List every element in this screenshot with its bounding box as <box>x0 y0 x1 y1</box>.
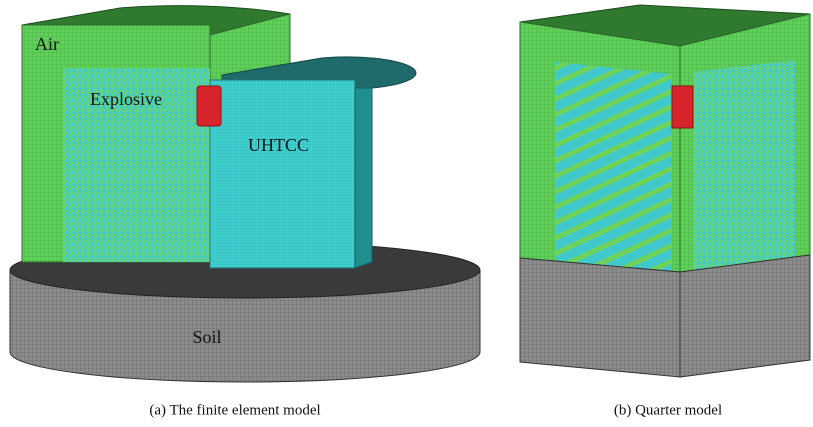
label-uhtcc: UHTCC <box>248 135 309 155</box>
soil-left <box>520 258 680 377</box>
label-soil: Soil <box>192 327 221 347</box>
figure: Air Explosive UHTCC Soil (a) The finite … <box>0 0 813 427</box>
panel-a: Air Explosive UHTCC Soil (a) The finite … <box>10 6 480 419</box>
explosive-right <box>693 60 795 270</box>
soil-right <box>680 255 810 377</box>
uhtcc-front <box>210 80 355 268</box>
charge <box>672 86 693 128</box>
panel-b: (b) Quarter model <box>520 5 810 418</box>
page: Air Explosive UHTCC Soil (a) The finite … <box>0 0 813 427</box>
charge <box>197 86 221 126</box>
label-air: Air <box>35 34 59 54</box>
caption-a: (a) The finite element model <box>149 402 320 418</box>
uhtcc-side <box>355 88 372 268</box>
caption-b: (b) Quarter model <box>614 402 722 418</box>
label-explosive: Explosive <box>90 89 162 109</box>
explosive-left <box>555 62 672 272</box>
